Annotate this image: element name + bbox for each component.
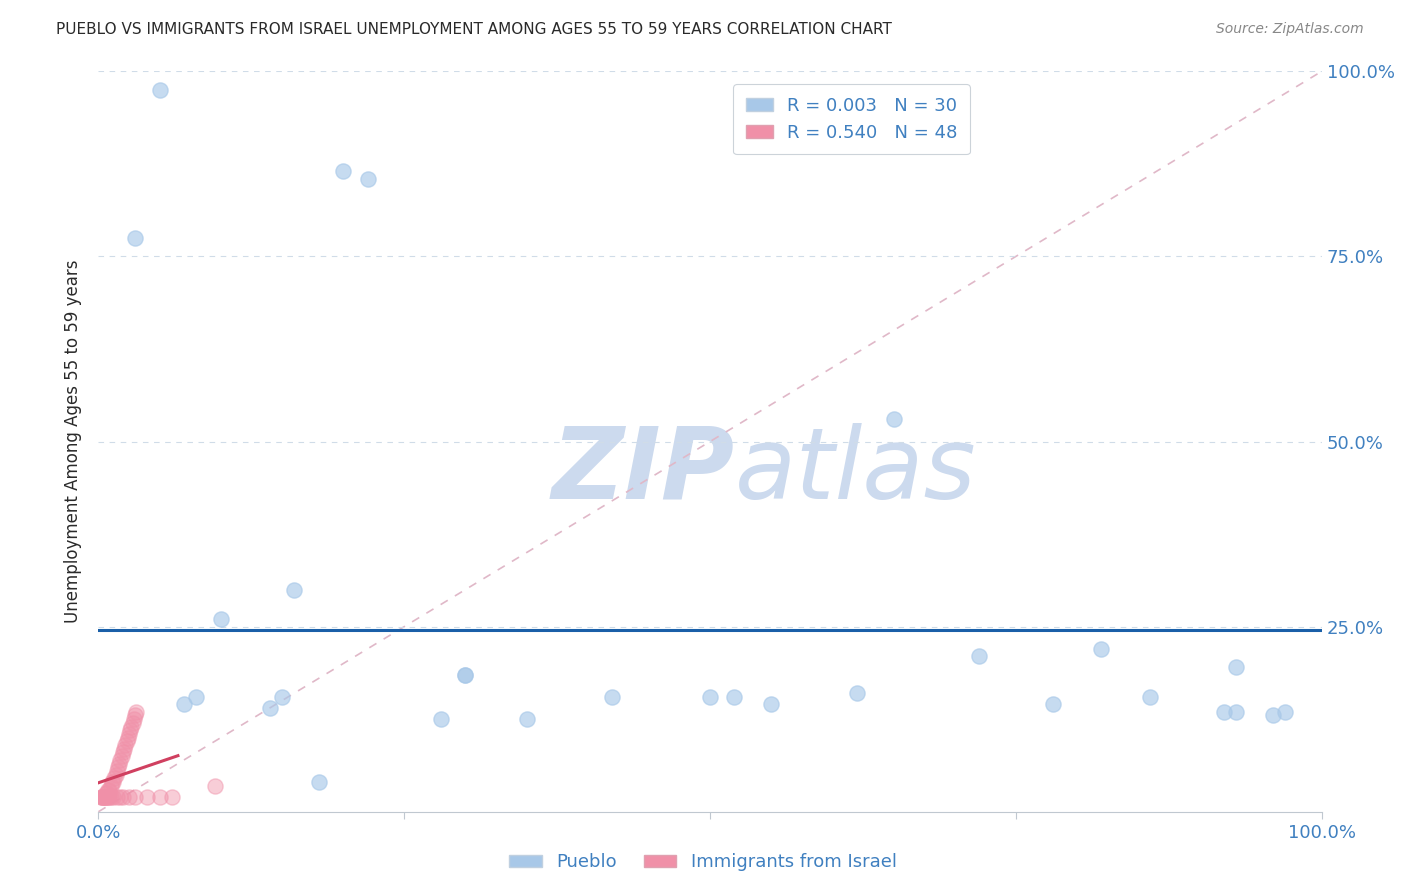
Point — [98, 782, 121, 797]
Point — [967, 649, 990, 664]
Point — [149, 789, 172, 804]
Text: atlas: atlas — [734, 423, 976, 520]
Point — [120, 720, 142, 734]
Point — [515, 712, 537, 726]
Point — [97, 782, 120, 797]
Point — [209, 612, 232, 626]
Point — [101, 775, 124, 789]
Point — [454, 667, 477, 681]
Point — [845, 686, 868, 700]
Point — [103, 772, 125, 786]
Point — [118, 727, 141, 741]
Text: ZIP: ZIP — [551, 423, 734, 520]
Point — [97, 789, 120, 804]
Point — [430, 712, 453, 726]
Point — [1274, 705, 1296, 719]
Point — [101, 775, 124, 789]
Point — [121, 715, 143, 730]
Point — [186, 690, 208, 704]
Point — [112, 741, 135, 756]
Point — [100, 789, 122, 804]
Point — [93, 789, 115, 804]
Point — [149, 83, 172, 97]
Point — [108, 756, 131, 771]
Point — [124, 789, 146, 804]
Point — [259, 701, 281, 715]
Point — [1212, 705, 1234, 719]
Point — [91, 789, 114, 804]
Text: PUEBLO VS IMMIGRANTS FROM ISRAEL UNEMPLOYMENT AMONG AGES 55 TO 59 YEARS CORRELAT: PUEBLO VS IMMIGRANTS FROM ISRAEL UNEMPLO… — [56, 22, 893, 37]
Point — [136, 789, 159, 804]
Point — [270, 690, 294, 704]
Point — [101, 789, 124, 804]
Point — [283, 582, 305, 597]
Point — [1090, 641, 1112, 656]
Point — [160, 789, 183, 804]
Point — [332, 164, 354, 178]
Point — [111, 749, 134, 764]
Point — [1225, 705, 1247, 719]
Point — [94, 786, 117, 800]
Point — [96, 786, 118, 800]
Point — [100, 779, 122, 793]
Point — [1139, 690, 1161, 704]
Point — [454, 667, 477, 681]
Point — [91, 789, 114, 804]
Point — [105, 789, 128, 804]
Point — [600, 690, 623, 704]
Point — [114, 738, 136, 752]
Point — [124, 708, 146, 723]
Point — [308, 775, 330, 789]
Point — [96, 789, 118, 804]
Legend: Pueblo, Immigrants from Israel: Pueblo, Immigrants from Israel — [502, 847, 904, 879]
Text: Source: ZipAtlas.com: Source: ZipAtlas.com — [1216, 22, 1364, 37]
Point — [125, 705, 148, 719]
Point — [356, 171, 378, 186]
Point — [1261, 708, 1284, 723]
Point — [104, 767, 127, 781]
Point — [883, 412, 905, 426]
Point — [110, 789, 132, 804]
Point — [91, 789, 114, 804]
Y-axis label: Unemployment Among Ages 55 to 59 years: Unemployment Among Ages 55 to 59 years — [65, 260, 83, 624]
Point — [111, 746, 134, 760]
Point — [1042, 698, 1064, 712]
Point — [723, 690, 745, 704]
Point — [110, 753, 132, 767]
Point — [90, 789, 112, 804]
Point — [204, 779, 226, 793]
Point — [98, 789, 121, 804]
Point — [173, 698, 195, 712]
Point — [115, 734, 138, 748]
Point — [91, 789, 114, 804]
Point — [105, 764, 128, 778]
Point — [107, 760, 129, 774]
Point — [761, 698, 783, 712]
Point — [122, 712, 145, 726]
Point — [111, 789, 134, 804]
Point — [117, 731, 139, 745]
Point — [118, 789, 141, 804]
Point — [124, 231, 146, 245]
Point — [120, 723, 142, 738]
Legend: R = 0.003   N = 30, R = 0.540   N = 48: R = 0.003 N = 30, R = 0.540 N = 48 — [733, 84, 970, 154]
Point — [94, 789, 117, 804]
Point — [699, 690, 721, 704]
Point — [1225, 660, 1247, 674]
Point — [93, 789, 115, 804]
